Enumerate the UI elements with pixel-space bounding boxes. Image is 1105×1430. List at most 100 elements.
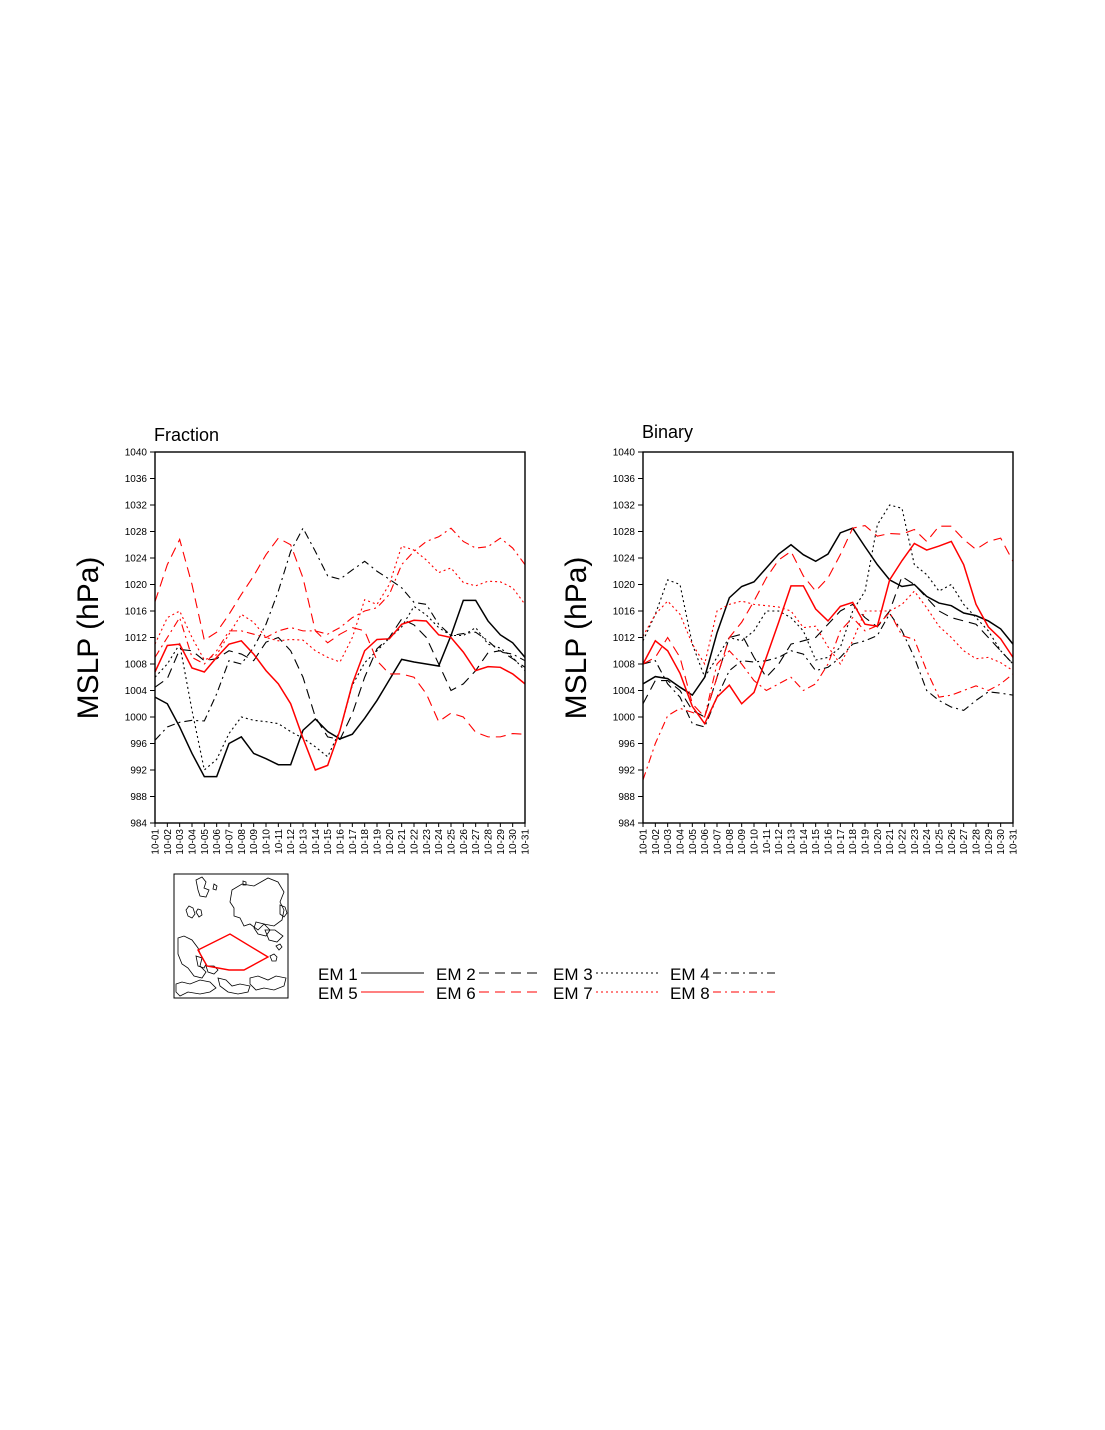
binary-x-tick-label: 10-20	[873, 829, 884, 855]
fraction-series-em-1	[154, 599, 526, 778]
fraction-x-tick-label: 10-25	[447, 829, 458, 855]
binary-x-tick-label: 10-18	[848, 829, 859, 855]
fraction-y-tick-label: 1000	[125, 713, 148, 724]
fraction-x-tick-label: 10-20	[385, 829, 396, 855]
fraction-panel: Fraction MSLP (hPa) 984 988 992 996 1000 1004…	[72, 425, 532, 855]
binary-x-tick-label: 10-27	[959, 829, 970, 855]
fraction-x-tick-label: 10-21	[397, 829, 408, 855]
fraction-series-em-5	[154, 619, 526, 771]
fraction-x-tick-label: 10-11	[274, 829, 285, 854]
legend-label-em-2: EM 2	[436, 965, 476, 984]
binary-x-tick-label: 10-05	[688, 829, 699, 855]
fraction-x-tick-label: 10-05	[200, 829, 211, 855]
binary-x-tick-label: 10-06	[700, 829, 711, 855]
binary-x-tick-label: 10-19	[861, 829, 872, 855]
fraction-x-tick-label: 10-17	[348, 829, 359, 855]
binary-y-tick-label: 1036	[613, 474, 636, 485]
fraction-x-tick-label: 10-10	[262, 829, 273, 855]
fraction-x-tick-label: 10-30	[508, 829, 519, 855]
binary-x-tick-label: 10-28	[972, 829, 983, 855]
binary-x-tick-label: 10-10	[750, 829, 761, 855]
binary-y-tick-label: 1028	[613, 527, 636, 538]
binary-x-tick-label: 10-16	[824, 829, 835, 855]
binary-y-tick-label: 1020	[613, 580, 636, 591]
binary-x-tick-label: 10-02	[651, 829, 662, 855]
fraction-x-tick-label: 10-24	[434, 829, 445, 855]
binary-x-tick-label: 10-03	[663, 829, 674, 855]
region-outline	[197, 933, 270, 971]
fraction-y-tick-label: 996	[130, 739, 147, 750]
binary-x-tick-label: 10-25	[935, 829, 946, 855]
binary-x-tick-label: 10-13	[787, 829, 798, 855]
legend-label-em-3: EM 3	[553, 965, 593, 984]
binary-y-tick-label: 1008	[613, 660, 636, 671]
fraction-ticks: 984 988 992 996 1000 1004 1008 1012 1016 1020 1024…	[125, 448, 532, 855]
fraction-y-tick-label: 992	[130, 766, 147, 777]
binary-x-tick-label: 10-15	[811, 829, 822, 855]
fraction-title: Fraction	[154, 425, 219, 445]
fraction-x-tick-label: 10-09	[249, 829, 260, 855]
inset-map	[173, 873, 289, 999]
fraction-x-tick-label: 10-18	[360, 829, 371, 855]
fraction-x-tick-label: 10-04	[188, 829, 199, 855]
fraction-x-tick-label: 10-02	[163, 829, 174, 855]
binary-plot-frame	[642, 451, 1014, 824]
fraction-y-tick-label: 1040	[125, 448, 148, 459]
fraction-y-tick-label: 1028	[125, 527, 148, 538]
binary-y-tick-label: 1000	[613, 713, 636, 724]
binary-x-tick-label: 10-14	[799, 829, 810, 855]
legend-label-em-4: EM 4	[670, 965, 710, 984]
binary-panel: Binary MSLP (hPa) 984 988 992 996 1000 1004 10…	[560, 422, 1020, 855]
fraction-series-em-2	[154, 618, 526, 741]
binary-ticks: 984 988 992 996 1000 1004 1008 1012 1016 1020 1024…	[613, 448, 1020, 855]
legend: EM 1 EM 2 EM 3 EM 4 EM 5 EM 6 EM 7 EM 8	[318, 965, 776, 1003]
binary-series-em-5	[642, 540, 1014, 726]
fraction-x-tick-label: 10-19	[373, 829, 384, 855]
fraction-x-tick-label: 10-27	[471, 829, 482, 855]
fraction-y-tick-label: 1012	[125, 633, 148, 644]
binary-series-em-2	[642, 575, 1014, 718]
fraction-x-tick-label: 10-13	[299, 829, 310, 855]
coastline-outlines	[175, 876, 288, 997]
fraction-x-tick-label: 10-08	[237, 829, 248, 855]
binary-series-em-3	[642, 504, 1014, 679]
binary-x-tick-label: 10-01	[639, 829, 650, 855]
binary-y-tick-label: 988	[618, 792, 635, 803]
binary-x-tick-label: 10-08	[725, 829, 736, 855]
fraction-x-tick-label: 10-01	[151, 829, 162, 855]
fraction-y-tick-label: 1036	[125, 474, 148, 485]
fraction-y-axis-label: MSLP (hPa)	[72, 557, 105, 720]
fraction-x-tick-label: 10-22	[410, 829, 421, 855]
binary-x-tick-label: 10-17	[836, 829, 847, 855]
fraction-y-tick-label: 1024	[125, 554, 148, 565]
legend-label-em-5: EM 5	[318, 984, 358, 1003]
fraction-x-tick-label: 10-23	[422, 829, 433, 855]
fraction-x-tick-label: 10-31	[521, 829, 532, 855]
legend-label-em-1: EM 1	[318, 965, 358, 984]
fraction-x-tick-label: 10-28	[484, 829, 495, 855]
binary-x-tick-label: 10-21	[885, 829, 896, 855]
binary-x-tick-label: 10-24	[922, 829, 933, 855]
fraction-y-tick-label: 1008	[125, 660, 148, 671]
fraction-x-tick-label: 10-15	[323, 829, 334, 855]
binary-y-tick-label: 1012	[613, 633, 636, 644]
inset-map-frame	[173, 873, 289, 999]
fraction-series-em-4	[154, 527, 526, 741]
binary-series-em-8	[642, 611, 1014, 781]
fraction-x-tick-label: 10-29	[496, 829, 507, 855]
fraction-y-tick-label: 1032	[125, 501, 148, 512]
binary-x-tick-label: 10-09	[737, 829, 748, 855]
binary-y-tick-label: 992	[618, 766, 635, 777]
binary-y-tick-label: 1032	[613, 501, 636, 512]
binary-x-tick-label: 10-29	[984, 829, 995, 855]
fraction-x-tick-label: 10-12	[286, 829, 297, 855]
legend-label-em-7: EM 7	[553, 984, 593, 1003]
binary-x-tick-label: 10-12	[774, 829, 785, 855]
binary-series-em-7	[642, 590, 1014, 672]
fraction-plot-frame	[154, 451, 526, 824]
binary-series	[642, 504, 1014, 781]
binary-y-tick-label: 1016	[613, 607, 636, 618]
binary-y-tick-label: 1004	[613, 686, 636, 697]
fraction-y-tick-label: 988	[130, 792, 147, 803]
